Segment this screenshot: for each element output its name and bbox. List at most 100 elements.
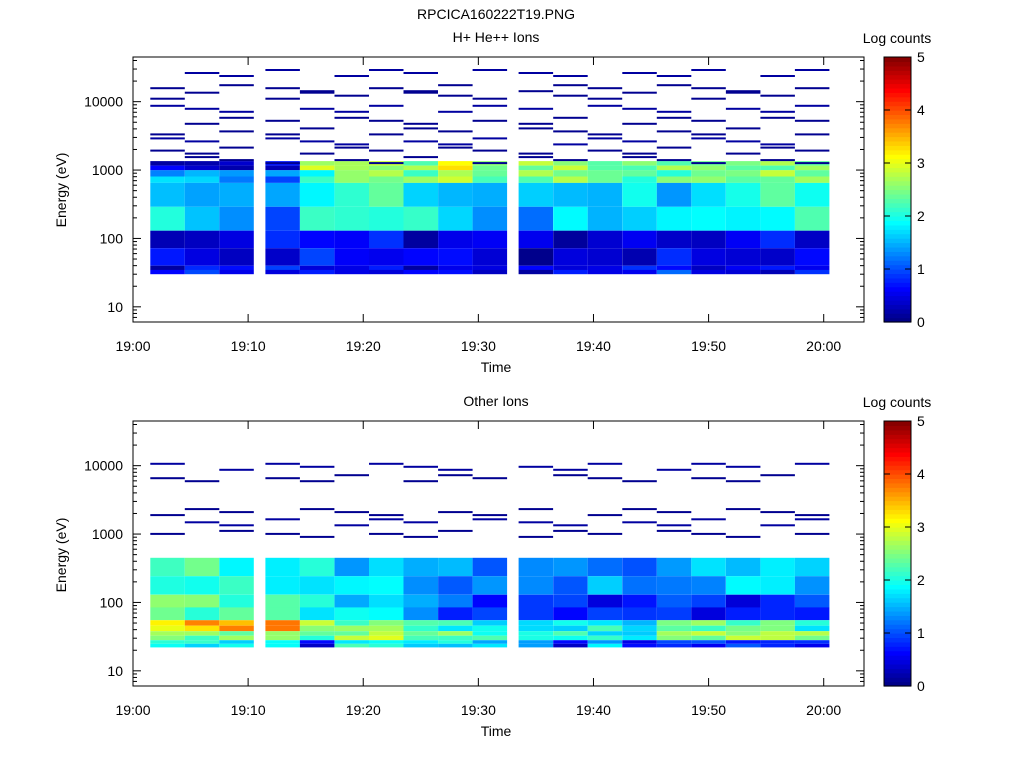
colorbar-swatch	[884, 291, 911, 297]
heatmap-cell	[587, 640, 623, 644]
colorbar-tick-label: 2	[917, 208, 925, 224]
heatmap-cell	[587, 594, 623, 608]
heatmap-cell	[150, 576, 185, 595]
count-line	[369, 532, 404, 535]
heatmap-cell	[794, 248, 830, 266]
heatmap-cell	[622, 206, 657, 231]
x-tick-label: 20:00	[806, 702, 841, 718]
heatmap-cell	[587, 182, 623, 207]
count-line	[794, 462, 830, 465]
heatmap-cell	[265, 206, 300, 231]
count-line	[725, 152, 761, 155]
count-line	[518, 156, 554, 159]
count-line	[265, 119, 300, 122]
count-line	[472, 69, 508, 71]
count-line	[438, 474, 473, 477]
heatmap-cell	[760, 265, 795, 270]
colorbar-tick-label: 1	[917, 625, 925, 641]
colorbar-swatch	[884, 553, 911, 559]
heatmap-cell	[219, 643, 254, 648]
heatmap-cell	[334, 631, 369, 636]
count-line	[472, 514, 508, 517]
count-line	[656, 511, 692, 514]
count-line	[334, 146, 369, 149]
count-line	[403, 122, 438, 125]
heatmap-cell	[299, 206, 335, 231]
colorbar: 0 1 2 3 4 5	[883, 49, 925, 330]
count-line	[219, 116, 254, 119]
count-line	[369, 87, 404, 90]
heatmap-cell	[760, 643, 795, 648]
colorbar-swatch	[884, 92, 911, 98]
colorbar-swatch	[884, 132, 911, 138]
count-line	[553, 143, 588, 146]
count-line	[656, 529, 692, 532]
heatmap-cell	[150, 206, 185, 231]
count-line	[403, 521, 438, 524]
count-line	[438, 110, 473, 113]
count-line	[760, 474, 795, 477]
count-line	[553, 529, 588, 532]
heatmap-cell	[299, 607, 335, 621]
heatmap-cell	[438, 635, 473, 641]
heatmap-cell	[622, 620, 657, 626]
count-line	[725, 140, 761, 143]
heatmap-cell	[553, 635, 588, 641]
heatmap-cell	[760, 170, 795, 177]
heatmap-cell	[656, 631, 692, 636]
count-line	[369, 514, 404, 517]
heatmap-cell	[219, 265, 254, 270]
heatmap-cell	[691, 170, 726, 177]
colorbar-swatch	[884, 641, 911, 647]
heatmap-cell	[184, 269, 220, 275]
heatmap-cell	[725, 607, 761, 621]
heatmap-cell	[299, 576, 335, 595]
count-line	[587, 97, 623, 100]
heatmap-cell	[622, 182, 657, 207]
colorbar-swatch	[884, 101, 911, 107]
heatmap-cell	[265, 265, 300, 270]
colorbar-swatch	[884, 70, 911, 76]
heatmap-cell	[553, 607, 588, 621]
heatmap-cell	[334, 170, 369, 177]
heatmap-cell	[438, 576, 473, 595]
colorbar-swatch	[884, 220, 911, 226]
heatmap-cell	[334, 161, 369, 166]
heatmap-cell	[553, 620, 588, 626]
count-line	[472, 137, 508, 140]
axes: 19:00 19:10 19:20 19:30 19:40 19:50 20:00 10 100…	[84, 57, 864, 354]
heatmap-cell	[472, 557, 508, 577]
heatmap-cell	[219, 165, 254, 171]
heatmap-cell	[219, 594, 254, 608]
heatmap-cell	[587, 635, 623, 641]
count-line	[518, 152, 554, 155]
heatmap-cell	[219, 631, 254, 636]
heatmap-cell	[299, 594, 335, 608]
heatmap-cell	[518, 620, 554, 626]
y-tick-label: 1000	[92, 526, 123, 542]
count-line	[794, 104, 830, 107]
colorbar-frame	[883, 420, 912, 687]
heatmap-cell	[403, 620, 438, 626]
heatmap-cell	[472, 625, 508, 632]
count-line	[438, 468, 473, 471]
heatmap-cell	[760, 620, 795, 626]
heatmap-cell	[691, 607, 726, 621]
count-line	[184, 508, 220, 511]
colorbar-swatch	[884, 681, 911, 687]
count-line	[794, 532, 830, 535]
y-tick-label: 100	[100, 594, 124, 610]
colorbar-swatch	[884, 308, 911, 314]
colorbar-tick-label: 4	[917, 466, 925, 482]
count-line	[587, 137, 623, 140]
heatmap-cell	[472, 576, 508, 595]
heatmap-cell	[622, 640, 657, 644]
count-line	[587, 149, 623, 152]
heatmap-cell	[622, 557, 657, 577]
colorbar-swatch	[884, 282, 911, 288]
colorbar-swatch	[884, 421, 911, 427]
heatmap-cell	[334, 557, 369, 577]
heatmap-cell	[553, 161, 588, 166]
heatmap-cell	[438, 631, 473, 636]
y-tick-label: 10	[107, 299, 123, 315]
